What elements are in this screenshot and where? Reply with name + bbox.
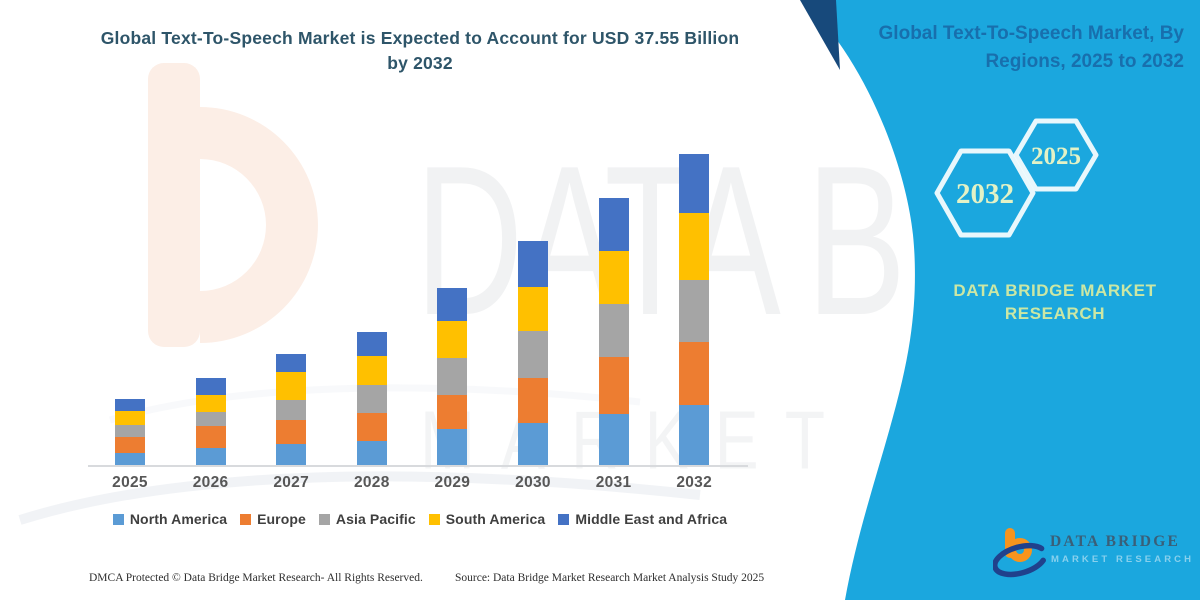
segment-2027-north-america <box>276 444 307 465</box>
databridge-logo-icon <box>992 528 1048 578</box>
segment-2030-north-america <box>518 422 548 465</box>
hexagon-2025-label: 2025 <box>1031 143 1081 170</box>
source-note: Source: Data Bridge Market Research Mark… <box>455 572 765 584</box>
legend-swatch-icon <box>558 513 570 525</box>
panel-heading-line2: Regions, 2025 to 2032 <box>985 50 1184 72</box>
legend-item-middle-east-and-africa: Middle East and Africa <box>558 511 727 527</box>
x-axis-label-2032: 2032 <box>676 474 713 491</box>
segment-2026-south-america <box>195 394 226 413</box>
dmca-notice: DMCA Protected © Data Bridge Market Rese… <box>89 572 423 584</box>
x-axis-label-2031: 2031 <box>595 474 632 491</box>
legend-label: Middle East and Africa <box>575 511 728 527</box>
segment-2026-europe <box>195 426 226 448</box>
logo-tagline: MARKET RESEARCH <box>1051 554 1195 565</box>
panel-brand-line2: RESEARCH <box>1004 303 1106 323</box>
segment-2029-south-america <box>437 320 468 359</box>
databridge-logo: DATA BRIDGE MARKET RESEARCH <box>992 524 1191 582</box>
bar-2029 <box>437 287 468 465</box>
bar-2028 <box>356 331 387 465</box>
legend-label: North America <box>129 511 228 527</box>
segment-2031-middle-east-and-africa <box>598 198 629 251</box>
segment-2025-south-america <box>115 411 145 425</box>
segment-2029-middle-east-and-africa <box>437 287 468 321</box>
legend-label: South America <box>445 511 546 527</box>
panel-heading-line1: Global Text-To-Speech Market, By <box>878 23 1184 44</box>
segment-2028-south-america <box>356 356 387 385</box>
panel-brand-text: DATA BRIDGE MARKET RESEARCH <box>930 280 1180 326</box>
segment-2029-asia-pacific <box>437 358 468 396</box>
segment-2029-europe <box>437 395 468 430</box>
legend-label: Europe <box>257 511 306 527</box>
segment-2029-north-america <box>437 429 468 465</box>
segment-2027-middle-east-and-africa <box>276 354 307 373</box>
side-panel: 2032 2025 <box>800 0 1200 600</box>
segment-2030-asia-pacific <box>518 330 548 379</box>
segment-2025-asia-pacific <box>115 424 145 437</box>
x-axis-label-2029: 2029 <box>434 474 471 491</box>
legend-item-north-america: North America <box>112 511 228 527</box>
segment-2030-south-america <box>518 287 548 331</box>
segment-2025-north-america <box>115 452 145 465</box>
chart-title-line2: by 2032 <box>387 52 453 73</box>
segment-2027-europe <box>276 419 307 445</box>
legend-swatch-icon <box>428 513 440 525</box>
segment-2025-europe <box>115 436 145 453</box>
chart-title: Global Text-To-Speech Market is Expected… <box>60 26 780 75</box>
x-axis-label-2030: 2030 <box>515 474 551 491</box>
bar-2027 <box>276 354 307 465</box>
hexagon-2025: 2025 <box>1013 118 1099 192</box>
legend-swatch-icon <box>112 513 124 525</box>
segment-2027-asia-pacific <box>276 399 307 420</box>
legend-swatch-icon <box>318 513 330 525</box>
legend-item-asia-pacific: Asia Pacific <box>318 511 416 527</box>
legend-label: Asia Pacific <box>335 511 416 527</box>
logo-name: DATA BRIDGE <box>1050 533 1180 550</box>
legend-item-south-america: South America <box>428 511 546 527</box>
hexagon-2032-label: 2032 <box>956 178 1014 210</box>
segment-2032-europe <box>679 341 710 406</box>
x-axis-line <box>88 465 748 467</box>
segment-2032-north-america <box>679 405 710 465</box>
segment-2026-asia-pacific <box>195 412 226 427</box>
segment-2028-middle-east-and-africa <box>356 331 387 357</box>
panel-heading: Global Text-To-Speech Market, By Regions… <box>854 20 1184 75</box>
bar-2026 <box>195 378 226 465</box>
watermark-b-logo <box>148 63 318 347</box>
segment-2032-middle-east-and-africa <box>679 154 710 214</box>
x-axis-label-2025: 2025 <box>112 474 148 491</box>
segment-2026-middle-east-and-africa <box>195 378 226 395</box>
bar-2030 <box>518 241 548 465</box>
segment-2030-middle-east-and-africa <box>518 241 548 288</box>
segment-2028-asia-pacific <box>356 384 387 413</box>
segment-2028-europe <box>356 412 387 441</box>
chart-title-line1: Global Text-To-Speech Market is Expected… <box>100 28 740 48</box>
side-panel-shape <box>802 0 1200 600</box>
segment-2031-asia-pacific <box>598 303 629 358</box>
segment-2031-europe <box>598 357 629 414</box>
panel-fold-accent-icon <box>800 0 840 70</box>
panel-brand-line1: DATA BRIDGE MARKET <box>953 281 1157 300</box>
hexagon-2032: 2032 <box>934 148 1036 238</box>
legend-item-europe: Europe <box>240 511 306 527</box>
segment-2025-middle-east-and-africa <box>115 398 145 412</box>
segment-2030-europe <box>518 378 548 423</box>
segment-2028-north-america <box>356 441 387 465</box>
x-axis-label-2027: 2027 <box>273 474 310 491</box>
segment-2031-north-america <box>598 413 629 465</box>
watermark-swoosh <box>18 471 701 525</box>
segment-2032-south-america <box>679 213 710 280</box>
segment-2027-south-america <box>276 372 307 400</box>
segment-2026-north-america <box>195 447 226 465</box>
chart-legend: North America Europe Asia Pacific South Ame… <box>60 511 780 527</box>
legend-swatch-icon <box>240 513 252 525</box>
segment-2031-south-america <box>598 250 629 304</box>
bar-2032 <box>679 154 710 465</box>
segment-2032-asia-pacific <box>679 279 710 342</box>
bar-2031 <box>598 198 629 465</box>
x-axis-label-2028: 2028 <box>353 474 390 491</box>
bar-2025 <box>115 398 145 465</box>
x-axis-label-2026: 2026 <box>192 474 229 491</box>
